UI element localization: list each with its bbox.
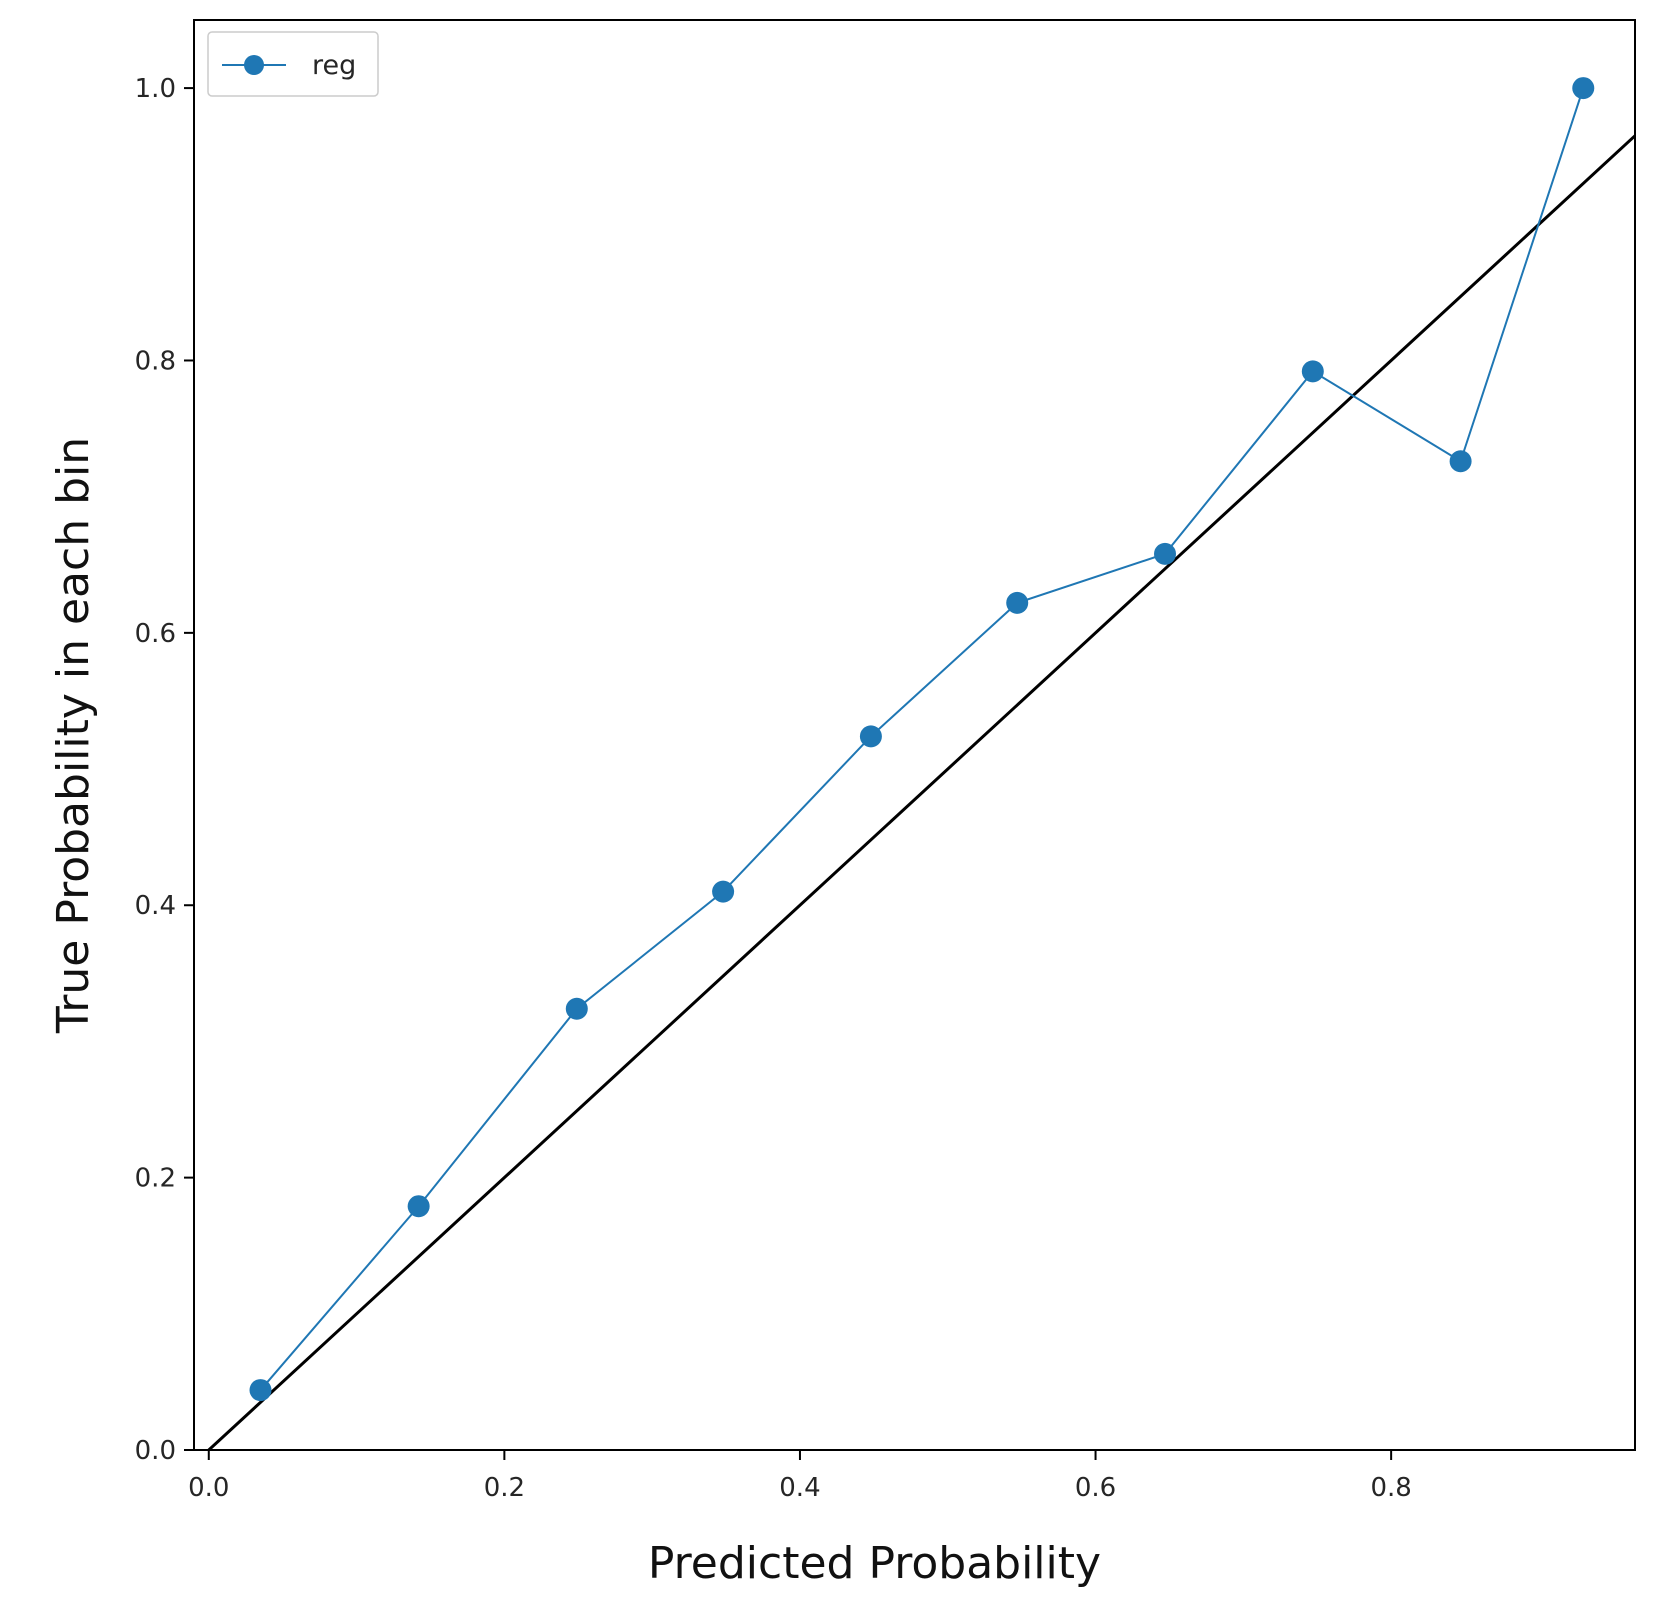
series-layer <box>249 77 1595 1402</box>
legend-marker-swatch <box>244 55 264 75</box>
data-point-reg-2 <box>565 997 588 1020</box>
plot-frame <box>193 19 1636 1451</box>
x-tick-label: 0.8 <box>1370 1473 1411 1503</box>
legend: reg <box>207 31 379 97</box>
y-axis-label: True Probability in each bin <box>48 437 99 1034</box>
series-line-reg <box>259 87 1585 1391</box>
y-tick-label: 0.6 <box>135 619 176 649</box>
y-axis-ticks: 0.0 0.2 0.4 0.6 0.8 1.0 <box>135 74 194 1466</box>
legend-box <box>207 31 379 97</box>
data-point-reg-3 <box>712 880 735 903</box>
data-point-reg-9 <box>1572 77 1595 100</box>
x-axis-ticks: 0.0 0.2 0.4 0.6 0.8 <box>188 1450 1412 1503</box>
y-tick-label: 0.4 <box>135 891 176 921</box>
data-point-reg-1 <box>407 1195 430 1218</box>
y-tick-label: 0.8 <box>135 346 176 376</box>
data-point-reg-5 <box>1006 591 1029 614</box>
data-point-reg-0 <box>249 1379 272 1402</box>
data-point-reg-7 <box>1301 360 1324 383</box>
reference-line-layer <box>207 133 1635 1450</box>
y-tick-label: 0.2 <box>135 1164 176 1194</box>
data-point-reg-6 <box>1154 542 1177 565</box>
y-tick-label: 1.0 <box>135 74 176 104</box>
legend-entry-reg: reg <box>312 50 356 81</box>
data-point-reg-4 <box>859 725 882 748</box>
x-tick-label: 0.2 <box>484 1473 525 1503</box>
x-tick-label: 0.6 <box>1075 1473 1116 1503</box>
x-axis-label: Predicted Probability <box>648 1538 1101 1589</box>
x-tick-label: 0.4 <box>779 1473 820 1503</box>
reference-diagonal-line <box>207 133 1635 1450</box>
data-point-reg-8 <box>1449 450 1472 473</box>
x-tick-label: 0.0 <box>188 1473 229 1503</box>
y-tick-label: 0.0 <box>135 1436 176 1466</box>
